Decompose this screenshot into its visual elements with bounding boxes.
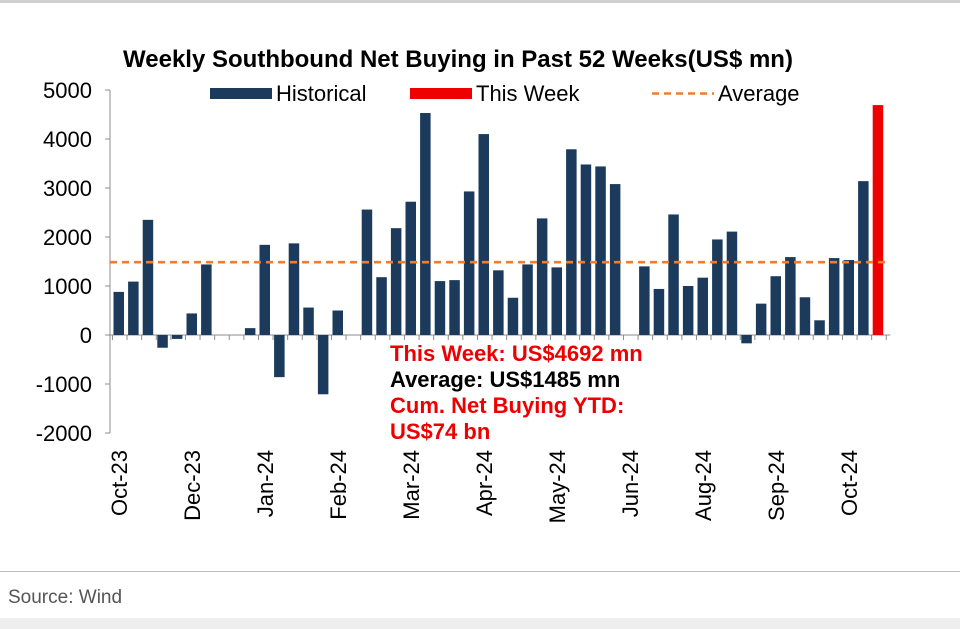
historical-bar (332, 310, 343, 335)
legend-swatch-historical (210, 88, 272, 99)
historical-bar (274, 335, 285, 378)
weekly-southbound-chart: Weekly Southbound Net Buying in Past 52 … (36, 46, 891, 523)
x-tick-label: Mar-24 (399, 450, 424, 520)
historical-bar (536, 218, 548, 335)
historical-bar (595, 166, 606, 335)
annotation-text: This Week: US$4692 mn (390, 341, 643, 366)
x-tick-label: Feb-24 (326, 450, 351, 520)
historical-bar (420, 113, 431, 335)
historical-bar (843, 260, 854, 335)
historical-bar (522, 264, 533, 335)
historical-bar (507, 297, 519, 335)
historical-bar (566, 149, 577, 335)
x-tick-label: Sep-24 (764, 450, 789, 521)
legend-label: Average (718, 81, 800, 106)
y-tick-label: -1000 (36, 372, 92, 397)
x-tick-label: Oct-23 (107, 450, 132, 516)
historical-bar (434, 281, 446, 335)
historical-bar (726, 231, 738, 335)
historical-bar (186, 313, 197, 335)
historical-bar (580, 164, 592, 335)
annotation-text: Average: US$1485 mn (390, 367, 620, 392)
chart-title: Weekly Southbound Net Buying in Past 52 … (123, 46, 793, 73)
annotation-text: US$74 bn (390, 419, 490, 444)
historical-bar (609, 184, 621, 335)
historical-bar (142, 219, 154, 335)
historical-bar (858, 181, 869, 335)
historical-bar (390, 228, 402, 335)
historical-bar (741, 335, 752, 344)
x-tick-label: Apr-24 (472, 450, 497, 516)
historical-bar (113, 291, 124, 335)
x-tick-label: Jun-24 (618, 450, 643, 517)
annotation-text: Cum. Net Buying YTD: (390, 393, 624, 418)
historical-bar (478, 134, 489, 335)
historical-bar (361, 209, 373, 335)
historical-bar (157, 335, 168, 348)
y-tick-label: 0 (80, 323, 92, 348)
x-tick-label: Aug-24 (691, 450, 716, 521)
y-tick-label: 3000 (43, 176, 92, 201)
historical-bar (288, 243, 300, 335)
historical-bar (303, 307, 314, 335)
historical-bar (785, 257, 796, 335)
this-week-bar (872, 105, 884, 335)
x-tick-label: Dec-23 (180, 450, 205, 521)
historical-bar (712, 239, 723, 335)
historical-bar (697, 277, 708, 335)
legend-label: Historical (276, 81, 366, 106)
historical-bar (682, 286, 694, 335)
historical-bar (639, 266, 650, 335)
y-tick-label: 2000 (43, 225, 92, 250)
bars-layer (113, 105, 884, 395)
historical-bar (755, 303, 767, 335)
historical-bar (405, 201, 416, 335)
historical-bar (376, 277, 387, 335)
historical-bar (244, 328, 256, 335)
historical-bar (668, 214, 679, 335)
x-tick-label: Oct-24 (837, 450, 862, 516)
historical-bar (201, 264, 212, 335)
footer-band (0, 618, 960, 629)
historical-bar (493, 270, 504, 335)
historical-bar (317, 335, 329, 395)
x-tick-label: Jan-24 (253, 450, 278, 517)
historical-bar (128, 281, 139, 335)
footer-rule (0, 571, 960, 572)
historical-bar (259, 244, 270, 335)
historical-bar (814, 320, 825, 335)
historical-bar (653, 288, 665, 335)
y-tick-label: 1000 (43, 274, 92, 299)
historical-bar (828, 258, 840, 335)
historical-bar (463, 191, 475, 335)
y-tick-label: 4000 (43, 127, 92, 152)
source-note: Source: Wind (8, 587, 123, 608)
y-tick-label: 5000 (43, 78, 92, 103)
legend-swatch-this-week (410, 88, 472, 99)
historical-bar (799, 297, 811, 335)
x-tick-label: May-24 (545, 450, 570, 523)
historical-bar (551, 267, 562, 335)
historical-bar (770, 276, 781, 335)
y-tick-label: -2000 (36, 421, 92, 446)
historical-bar (449, 280, 460, 335)
legend-label: This Week (476, 81, 581, 106)
axes-layer: 5000 4000 3000 2000 1000 0 -1000 -2000 Oct-23 Dec… (36, 78, 891, 523)
top-rule (0, 0, 960, 3)
historical-bar (171, 335, 183, 339)
legend: Historical This Week Average (210, 81, 800, 106)
